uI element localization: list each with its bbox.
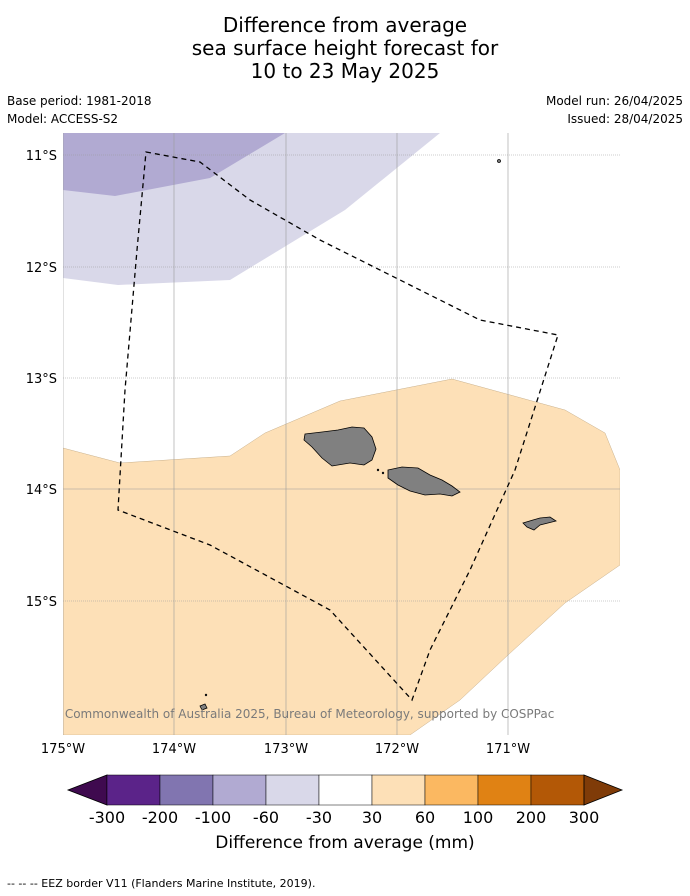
island-small-south xyxy=(199,703,208,711)
colorbar-tick-3: -60 xyxy=(253,808,279,827)
lon-label-175w: 175°W xyxy=(41,742,85,757)
colorbar-label: Difference from average (mm) xyxy=(215,833,475,853)
lat-label-12s: 12°S xyxy=(26,261,57,276)
colorbar: -300 -200 -100 -60 -30 30 60 100 200 300 xyxy=(66,774,624,827)
base-period: Base period: 1981-2018 xyxy=(7,94,152,108)
meta-left: Base period: 1981-2018 Model: ACCESS-S2 xyxy=(7,94,152,130)
colorbar-tick-4: -30 xyxy=(306,808,332,827)
lon-label-172w: 172°W xyxy=(375,742,419,757)
lat-label-15s: 15°S xyxy=(26,595,57,610)
land-masses xyxy=(199,159,557,711)
meta-right: Model run: 26/04/2025 Issued: 28/04/2025 xyxy=(546,94,683,130)
lon-label-171w: 171°W xyxy=(486,742,530,757)
copyright-text: © Commonwealth of Australia 2025, Bureau… xyxy=(49,707,554,721)
latitude-labels: 11°S 12°S 13°S 14°S 15°S xyxy=(26,149,57,610)
island-small-north xyxy=(497,159,501,163)
lat-label-14s: 14°S xyxy=(26,483,57,498)
map-area: © Commonwealth of Australia 2025, Bureau… xyxy=(49,133,620,735)
colorbar-bin-7 xyxy=(424,774,479,806)
island-savaii xyxy=(303,426,377,467)
colorbar-bin-6 xyxy=(371,774,426,806)
longitude-labels: 175°W 174°W 173°W 172°W 171°W xyxy=(41,742,530,757)
issued-date: Issued: 28/04/2025 xyxy=(567,112,683,126)
colorbar-bin-2 xyxy=(159,774,214,806)
lon-label-173w: 173°W xyxy=(264,742,308,757)
colorbar-tick-5: 30 xyxy=(362,808,382,827)
colorbar-extend-high xyxy=(583,774,624,806)
lat-label-11s: 11°S xyxy=(26,149,57,164)
colorbar-bin-4 xyxy=(265,774,320,806)
model-run: Model run: 26/04/2025 xyxy=(545,94,683,108)
title-line-3: 10 to 23 May 2025 xyxy=(250,59,440,83)
title-line-1: Difference from average xyxy=(222,13,468,37)
islet-dot-1 xyxy=(376,468,380,472)
colorbar-tick-1: -200 xyxy=(142,808,178,827)
chart-title: Difference from average sea surface heig… xyxy=(0,14,690,83)
colorbar-tick-6: 60 xyxy=(415,808,435,827)
lon-label-174w: 174°W xyxy=(152,742,196,757)
islet-dot-2 xyxy=(381,471,385,475)
colorbar-bin-5 xyxy=(318,774,373,806)
model-name: Model: ACCESS-S2 xyxy=(7,112,119,126)
island-upolu xyxy=(387,466,461,497)
colorbar-bin-8 xyxy=(477,774,532,806)
colorbar-tick-7: 100 xyxy=(463,808,494,827)
islet-dot-3 xyxy=(204,693,208,697)
eez-footnote: -- -- -- EEZ border V11 (Flanders Marine… xyxy=(7,877,316,890)
lat-label-13s: 13°S xyxy=(26,372,57,387)
colorbar-bin-9 xyxy=(530,774,585,806)
colorbar-extend-low xyxy=(66,774,108,806)
anomaly-region-light-orange xyxy=(63,378,620,735)
gridlines xyxy=(63,133,620,735)
colorbar-tick-0: -300 xyxy=(89,808,125,827)
island-tutuila xyxy=(522,516,557,531)
colorbar-tick-2: -100 xyxy=(195,808,231,827)
title-line-2: sea surface height forecast for xyxy=(191,36,499,60)
colorbar-tick-9: 300 xyxy=(569,808,600,827)
colorbar-tick-8: 200 xyxy=(516,808,547,827)
colorbar-bin-1 xyxy=(106,774,161,806)
colorbar-bin-3 xyxy=(212,774,267,806)
eez-border xyxy=(117,151,559,702)
